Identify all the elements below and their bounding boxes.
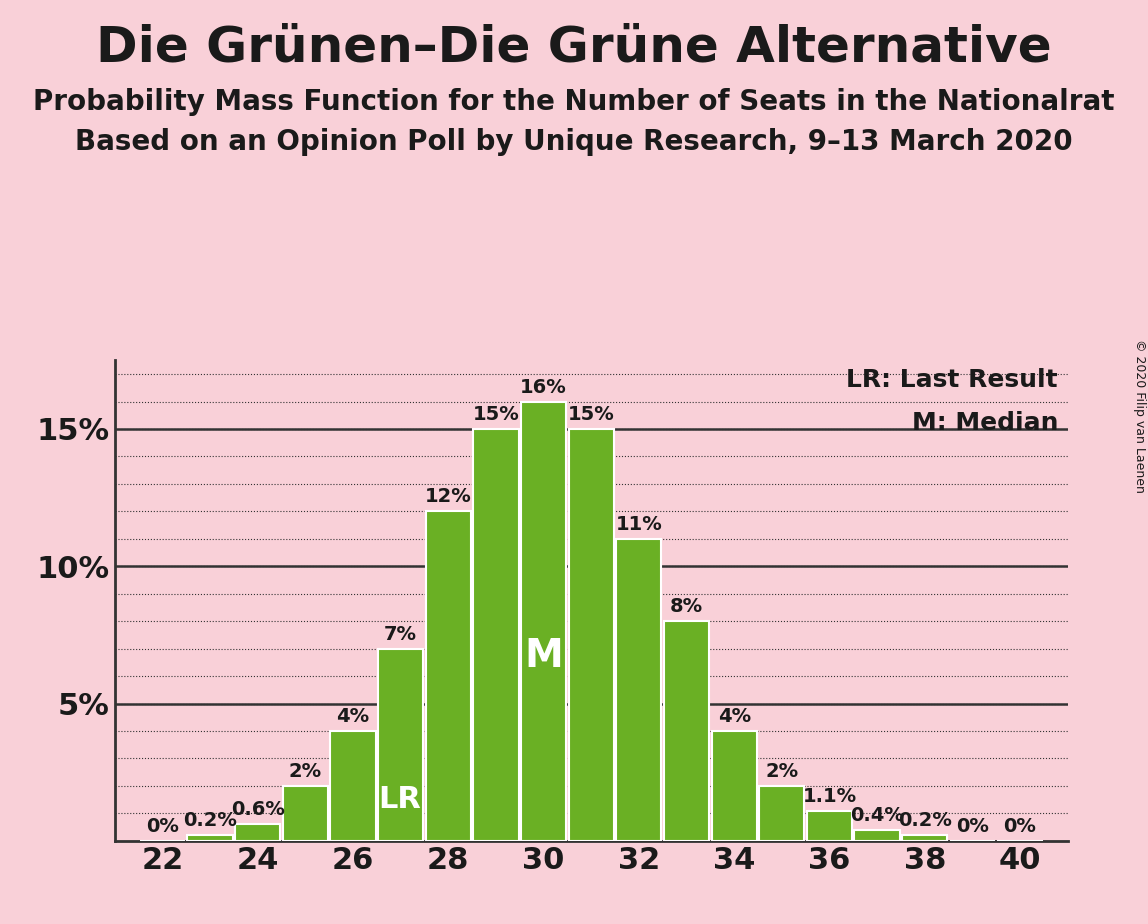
Text: 12%: 12% bbox=[425, 488, 472, 506]
Bar bbox=[712, 731, 757, 841]
Text: 1.1%: 1.1% bbox=[802, 786, 856, 806]
Bar bbox=[807, 810, 852, 841]
Text: Based on an Opinion Poll by Unique Research, 9–13 March 2020: Based on an Opinion Poll by Unique Resea… bbox=[75, 128, 1073, 155]
Text: 16%: 16% bbox=[520, 378, 567, 396]
Bar bbox=[473, 429, 519, 841]
Text: LR: LR bbox=[378, 784, 420, 814]
Bar bbox=[331, 731, 375, 841]
Text: 0.4%: 0.4% bbox=[851, 806, 903, 825]
Text: Die Grünen–Die Grüne Alternative: Die Grünen–Die Grüne Alternative bbox=[96, 23, 1052, 71]
Bar bbox=[664, 621, 709, 841]
Text: 8%: 8% bbox=[670, 597, 703, 616]
Bar bbox=[187, 835, 233, 841]
Bar bbox=[568, 429, 614, 841]
Text: Probability Mass Function for the Number of Seats in the Nationalrat: Probability Mass Function for the Number… bbox=[33, 88, 1115, 116]
Bar bbox=[282, 786, 328, 841]
Text: 0.6%: 0.6% bbox=[231, 800, 285, 820]
Text: LR: Last Result: LR: Last Result bbox=[846, 368, 1058, 392]
Bar bbox=[426, 511, 471, 841]
Text: 4%: 4% bbox=[718, 707, 751, 726]
Bar bbox=[902, 835, 947, 841]
Text: 0.2%: 0.2% bbox=[898, 811, 952, 831]
Text: M: M bbox=[525, 638, 563, 675]
Bar bbox=[616, 539, 661, 841]
Text: 2%: 2% bbox=[289, 762, 321, 781]
Bar bbox=[235, 824, 280, 841]
Text: M: Median: M: Median bbox=[912, 411, 1058, 435]
Bar bbox=[378, 649, 424, 841]
Text: 11%: 11% bbox=[615, 515, 662, 534]
Text: 4%: 4% bbox=[336, 707, 370, 726]
Bar bbox=[759, 786, 805, 841]
Text: 7%: 7% bbox=[385, 625, 417, 644]
Text: 2%: 2% bbox=[766, 762, 798, 781]
Text: 0.2%: 0.2% bbox=[184, 811, 236, 831]
Bar bbox=[854, 830, 900, 841]
Text: 0%: 0% bbox=[146, 817, 179, 836]
Text: 15%: 15% bbox=[568, 405, 614, 424]
Text: © 2020 Filip van Laenen: © 2020 Filip van Laenen bbox=[1133, 339, 1147, 492]
Text: 0%: 0% bbox=[1003, 817, 1037, 836]
Bar bbox=[521, 402, 566, 841]
Text: 0%: 0% bbox=[956, 817, 988, 836]
Text: 15%: 15% bbox=[473, 405, 519, 424]
